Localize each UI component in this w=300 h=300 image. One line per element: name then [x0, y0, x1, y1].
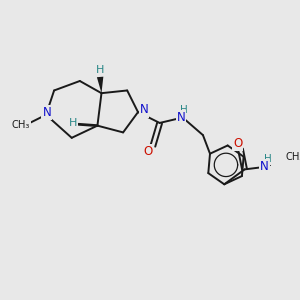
Text: H: H: [96, 65, 104, 75]
Text: CH₃: CH₃: [286, 152, 300, 162]
Text: H: H: [180, 105, 188, 115]
Text: N: N: [260, 160, 269, 173]
Text: O: O: [233, 137, 242, 150]
Text: CH₃: CH₃: [11, 120, 29, 130]
Text: N: N: [42, 106, 51, 119]
Text: O: O: [143, 146, 153, 158]
Text: N: N: [140, 103, 148, 116]
Text: H: H: [69, 118, 77, 128]
Text: H: H: [264, 154, 272, 164]
Polygon shape: [97, 77, 104, 93]
Text: N: N: [177, 111, 185, 124]
